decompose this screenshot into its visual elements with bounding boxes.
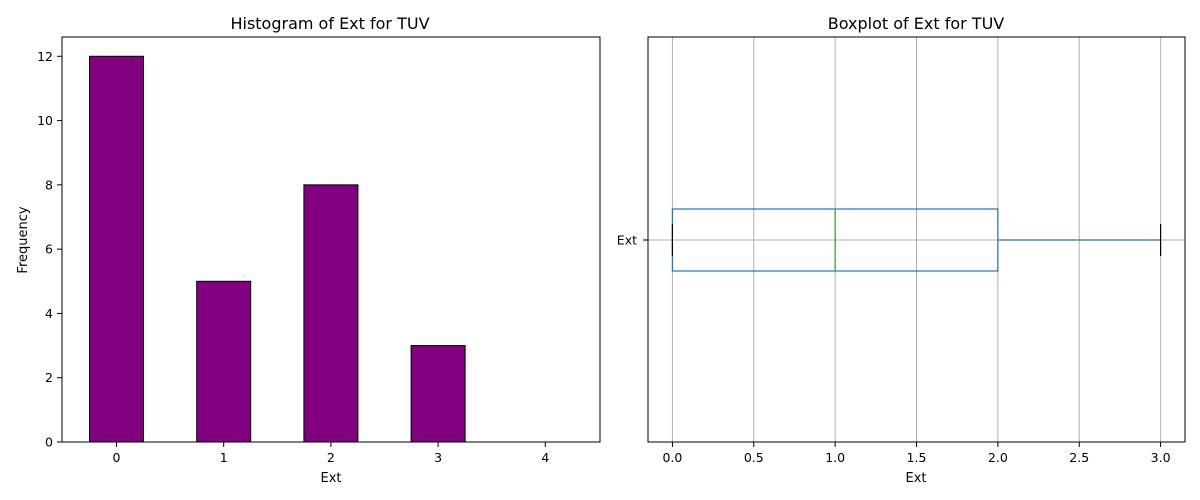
histogram-plot-frame xyxy=(61,36,601,443)
histogram-bars xyxy=(89,55,466,443)
histogram-bar xyxy=(89,55,144,443)
boxplot-plot-frame xyxy=(647,36,1186,443)
histogram-y-tick-label: 0 xyxy=(45,435,53,450)
histogram-x-tick-label: 4 xyxy=(541,450,549,465)
boxplot-x-tick-label: 2.5 xyxy=(1069,450,1089,465)
histogram-y-ticks: 0 2 4 6 8 10 12 xyxy=(37,49,62,450)
histogram-x-tick-label: 1 xyxy=(220,450,228,465)
histogram-x-tick-label: 3 xyxy=(434,450,442,465)
histogram-y-tick-label: 6 xyxy=(45,242,53,257)
histogram-bar xyxy=(303,184,359,443)
boxplot-x-axis-label: Ext xyxy=(905,471,926,486)
boxplot-x-ticks: 0.0 0.5 1.0 1.5 2.0 2.5 3.0 xyxy=(662,442,1171,465)
boxplot-x-tick-label: 0.0 xyxy=(662,450,682,465)
histogram-x-axis-label: Ext xyxy=(320,471,341,486)
histogram-y-axis-label: Frequency xyxy=(16,206,31,273)
boxplot-x-tick-label: 2.0 xyxy=(988,450,1008,465)
histogram-y-tick-label: 10 xyxy=(37,113,53,128)
histogram-y-tick-label: 2 xyxy=(45,370,53,385)
histogram-bar xyxy=(196,280,252,443)
histogram-x-tick-label: 2 xyxy=(327,450,335,465)
boxplot-x-tick-label: 1.0 xyxy=(825,450,845,465)
histogram-bar xyxy=(410,345,466,443)
histogram-x-ticks: 0 1 2 3 4 xyxy=(113,442,549,465)
boxplot-x-tick-label: 1.5 xyxy=(907,450,927,465)
histogram-y-tick-label: 4 xyxy=(45,306,53,321)
boxplot-y-ticks: Ext xyxy=(617,233,648,248)
boxplot-title: Boxplot of Ext for TUV xyxy=(828,14,1005,33)
histogram-title: Histogram of Ext for TUV xyxy=(230,14,429,33)
boxplot-x-tick-label: 3.0 xyxy=(1151,450,1171,465)
histogram-y-tick-label: 12 xyxy=(37,49,53,64)
boxplot-category-label: Ext xyxy=(617,233,637,248)
histogram-y-tick-label: 8 xyxy=(45,177,53,192)
boxplot-elements xyxy=(671,208,1162,272)
boxplot-chart: Boxplot of Ext for TUV 0.0 0.5 1.0 1.5 2.0 2.… xyxy=(617,14,1186,486)
histogram-x-tick-label: 0 xyxy=(113,450,121,465)
boxplot-x-tick-label: 0.5 xyxy=(744,450,764,465)
